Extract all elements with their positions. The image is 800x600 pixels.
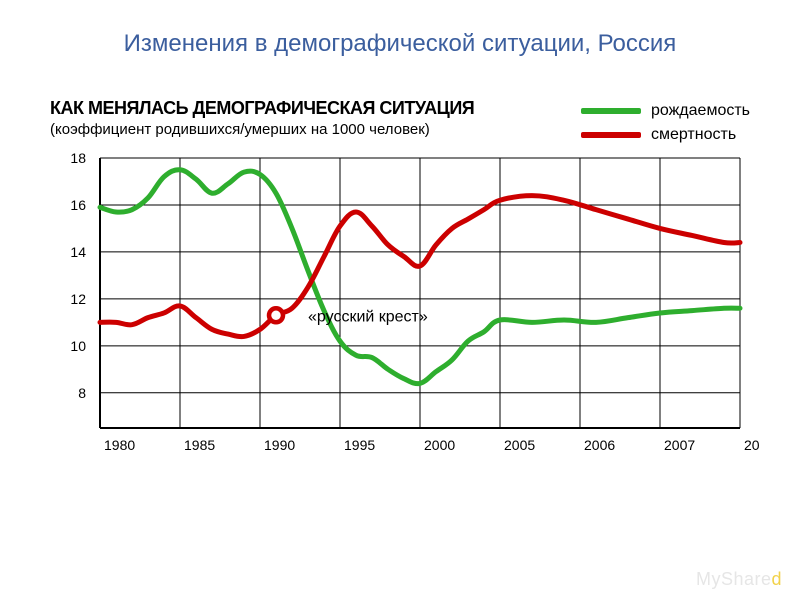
legend-item-birth: рождаемость [581, 102, 750, 120]
chart-area: 8 10 12 14 16 18 1980 1985 1990 1995 2000 2005 2006 2… [40, 148, 760, 478]
watermark: MyShared [696, 569, 782, 590]
svg-text:18: 18 [70, 150, 86, 166]
legend-label: смертность [651, 126, 736, 144]
svg-text:12: 12 [70, 291, 86, 307]
svg-text:2008: 2008 [744, 437, 760, 453]
svg-text:8: 8 [78, 385, 86, 401]
watermark-pre: MyShare [696, 569, 772, 589]
svg-text:2000: 2000 [424, 437, 455, 453]
svg-text:1995: 1995 [344, 437, 375, 453]
legend-label: рождаемость [651, 102, 750, 120]
svg-text:1985: 1985 [184, 437, 215, 453]
legend: рождаемость смертность [581, 102, 750, 144]
chart-title-block: Как менялась демографическая ситуация (к… [50, 98, 581, 138]
svg-text:1980: 1980 [104, 437, 135, 453]
chart-title: Как менялась демографическая ситуация [50, 98, 581, 119]
legend-swatch-death [581, 132, 641, 138]
legend-item-death: смертность [581, 126, 750, 144]
svg-text:2005: 2005 [504, 437, 535, 453]
line-chart: 8 10 12 14 16 18 1980 1985 1990 1995 2000 2005 2006 2… [40, 148, 760, 478]
legend-swatch-birth [581, 108, 641, 114]
watermark-accent: d [771, 569, 782, 589]
chart-header: Как менялась демографическая ситуация (к… [0, 98, 800, 144]
chart-subtitle: (коэффициент родившихся/умерших на 1000 … [50, 121, 581, 138]
page-title: Изменения в демографической ситуации, Ро… [0, 30, 800, 58]
svg-text:10: 10 [70, 338, 86, 354]
svg-text:2006: 2006 [584, 437, 615, 453]
svg-text:14: 14 [70, 244, 86, 260]
svg-text:2007: 2007 [664, 437, 695, 453]
svg-text:16: 16 [70, 197, 86, 213]
svg-text:«русский крест»: «русский крест» [308, 308, 428, 325]
svg-text:1990: 1990 [264, 437, 295, 453]
slide: Изменения в демографической ситуации, Ро… [0, 0, 800, 600]
